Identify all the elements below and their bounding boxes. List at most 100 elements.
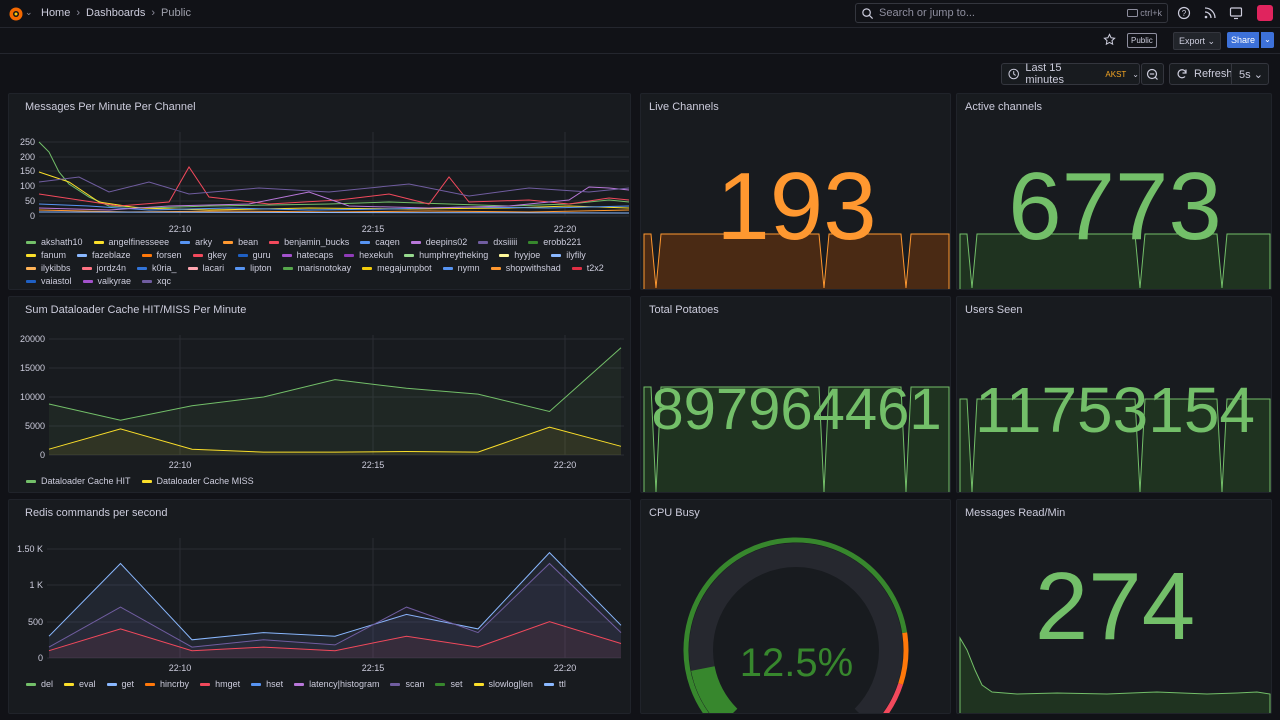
clock-icon xyxy=(1008,68,1019,80)
legend-item[interactable]: Dataloader Cache HIT xyxy=(26,476,131,486)
search-input[interactable]: Search or jump to... ctrl+k xyxy=(855,3,1168,23)
panel-title: Live Channels xyxy=(649,101,719,113)
refresh-interval-select[interactable]: 5s ⌄ xyxy=(1239,68,1263,81)
legend-item[interactable]: set xyxy=(435,679,463,689)
legend-swatch xyxy=(141,479,152,483)
search-icon xyxy=(862,7,874,19)
legend-item[interactable]: t2x2 xyxy=(571,263,604,273)
x-tick: 22:20 xyxy=(554,663,577,673)
legend-item[interactable]: arky xyxy=(180,237,212,247)
legend-item[interactable]: dxsiiiii xyxy=(478,237,517,247)
legend-item[interactable]: Dataloader Cache MISS xyxy=(141,476,254,486)
export-button[interactable]: Export ⌄ xyxy=(1173,32,1222,50)
rss-news-icon[interactable] xyxy=(1203,6,1217,20)
legend-item[interactable]: lipton xyxy=(235,263,272,273)
legend-item[interactable]: del xyxy=(26,679,53,689)
chart-legend: Dataloader Cache HIT Dataloader Cache MIS… xyxy=(26,476,626,486)
legend-item[interactable]: megajumpbot xyxy=(362,263,432,273)
legend-item[interactable]: xqc xyxy=(142,276,171,286)
legend-label: Dataloader Cache MISS xyxy=(156,476,254,486)
legend-item[interactable]: marisnotokay xyxy=(282,263,351,273)
zoom-out-button[interactable] xyxy=(1141,63,1164,85)
messages-timeseries-chart[interactable]: 250 200 150 100 50 0 22:10 22:15 22:20 xyxy=(9,122,631,240)
legend-item[interactable]: slowlog|len xyxy=(473,679,533,689)
legend-item[interactable]: fanum xyxy=(26,250,66,260)
x-tick: 22:15 xyxy=(362,460,385,470)
legend-item[interactable]: hatecaps xyxy=(281,250,333,260)
zoom-out-icon xyxy=(1146,68,1158,80)
legend-item[interactable]: hincrby xyxy=(145,679,189,689)
x-axis: 22:10 22:15 22:20 xyxy=(169,663,577,673)
panel-users-seen[interactable]: Users Seen 11753154 xyxy=(956,296,1272,493)
stat-value: 6773 xyxy=(1008,153,1222,260)
legend-item[interactable]: caqen xyxy=(360,237,400,247)
kiosk-monitor-icon[interactable] xyxy=(1229,6,1243,20)
panel-messages-per-minute[interactable]: Messages Per Minute Per Channel 250 200 … xyxy=(8,93,631,290)
legend-item[interactable]: ilyfily xyxy=(551,250,586,260)
legend-item[interactable]: get xyxy=(106,679,134,689)
legend-item[interactable]: gkey xyxy=(192,250,227,260)
legend-item[interactable]: nymn xyxy=(442,263,480,273)
legend-item[interactable]: jordz4n xyxy=(81,263,126,273)
logo-menu-chevron-icon[interactable]: ⌄ xyxy=(25,7,33,17)
legend-item[interactable]: akshath10 xyxy=(26,237,83,247)
panel-dataloader-cache[interactable]: Sum Dataloader Cache HIT/MISS Per Minute… xyxy=(8,296,631,493)
panel-redis-commands[interactable]: Redis commands per second 1.50 K 1 K 500… xyxy=(8,499,631,714)
legend-item[interactable]: valkyrae xyxy=(82,276,131,286)
legend-item[interactable]: guru xyxy=(237,250,271,260)
redis-timeseries-chart[interactable]: 1.50 K 1 K 500 0 22:10 22:15 22:20 xyxy=(9,528,632,675)
legend-swatch xyxy=(82,279,93,283)
breadcrumb-dashboards[interactable]: Dashboards xyxy=(86,7,146,19)
public-badge: Public xyxy=(1127,33,1157,48)
legend-label: hyyjoe xyxy=(514,250,541,260)
legend-item[interactable]: shopwithshad xyxy=(490,263,561,273)
legend-item[interactable]: humphreytheking xyxy=(404,250,488,260)
y-tick: 50 xyxy=(25,196,35,206)
legend-item[interactable]: erobb221 xyxy=(528,237,581,247)
legend-label: lacari xyxy=(202,263,225,273)
star-icon[interactable] xyxy=(1103,33,1116,46)
legend-swatch xyxy=(499,253,510,257)
legend-item[interactable]: scan xyxy=(390,679,424,689)
panel-title: Total Potatoes xyxy=(649,304,719,316)
panel-cpu-busy[interactable]: CPU Busy 12.5% xyxy=(640,499,951,714)
panel-title: Messages Read/Min xyxy=(965,507,1066,519)
share-dropdown-chevron-icon[interactable]: ⌄ xyxy=(1261,32,1274,48)
panel-total-potatoes[interactable]: Total Potatoes 897964461 xyxy=(640,296,951,493)
legend-item[interactable]: hexekuh xyxy=(344,250,393,260)
legend-item[interactable]: hyyjoe xyxy=(499,250,540,260)
y-axis: 1.50 K 1 K 500 0 xyxy=(17,544,43,663)
x-tick: 22:10 xyxy=(169,224,192,234)
legend-item[interactable]: eval xyxy=(64,679,96,689)
legend-item[interactable]: hmget xyxy=(200,679,240,689)
legend-item[interactable]: bean xyxy=(223,237,258,247)
legend-swatch xyxy=(269,240,280,244)
legend-item[interactable]: ilykibbs xyxy=(26,263,71,273)
legend-item[interactable]: benjamin_bucks xyxy=(269,237,349,247)
legend-item[interactable]: hset xyxy=(251,679,283,689)
legend-item[interactable]: k0ria_ xyxy=(137,263,177,273)
y-tick: 250 xyxy=(20,137,35,147)
refresh-button[interactable]: Refresh 5s ⌄ xyxy=(1169,63,1269,85)
svg-text:?: ? xyxy=(1182,9,1187,18)
legend-item[interactable]: vaiastol xyxy=(26,276,72,286)
breadcrumb-home[interactable]: Home xyxy=(41,7,71,19)
share-button[interactable]: Share xyxy=(1227,32,1259,48)
legend-item[interactable]: angelfinesseee xyxy=(93,237,169,247)
legend-item[interactable]: lacari xyxy=(187,263,225,273)
time-range-picker[interactable]: Last 15 minutes AKST ⌄ xyxy=(1001,62,1140,86)
legend-item[interactable]: forsen xyxy=(141,250,182,260)
panel-active-channels[interactable]: Active channels 6773 xyxy=(956,93,1272,290)
legend-item[interactable]: deepins02 xyxy=(410,237,467,247)
help-icon[interactable]: ? xyxy=(1177,6,1191,20)
legend-item[interactable]: fazeblaze xyxy=(77,250,131,260)
user-avatar[interactable] xyxy=(1257,5,1273,21)
legend-item[interactable]: ttl xyxy=(543,679,566,689)
grid-lines xyxy=(49,335,624,456)
cache-timeseries-chart[interactable]: 20000 15000 10000 5000 0 22:10 22:15 22:… xyxy=(9,325,632,470)
legend-label: ilykibbs xyxy=(41,263,71,273)
grafana-logo-icon[interactable] xyxy=(8,6,24,22)
panel-live-channels[interactable]: Live Channels 193 xyxy=(640,93,951,290)
panel-messages-read[interactable]: Messages Read/Min 274 xyxy=(956,499,1272,714)
legend-item[interactable]: latency|histogram xyxy=(294,679,379,689)
